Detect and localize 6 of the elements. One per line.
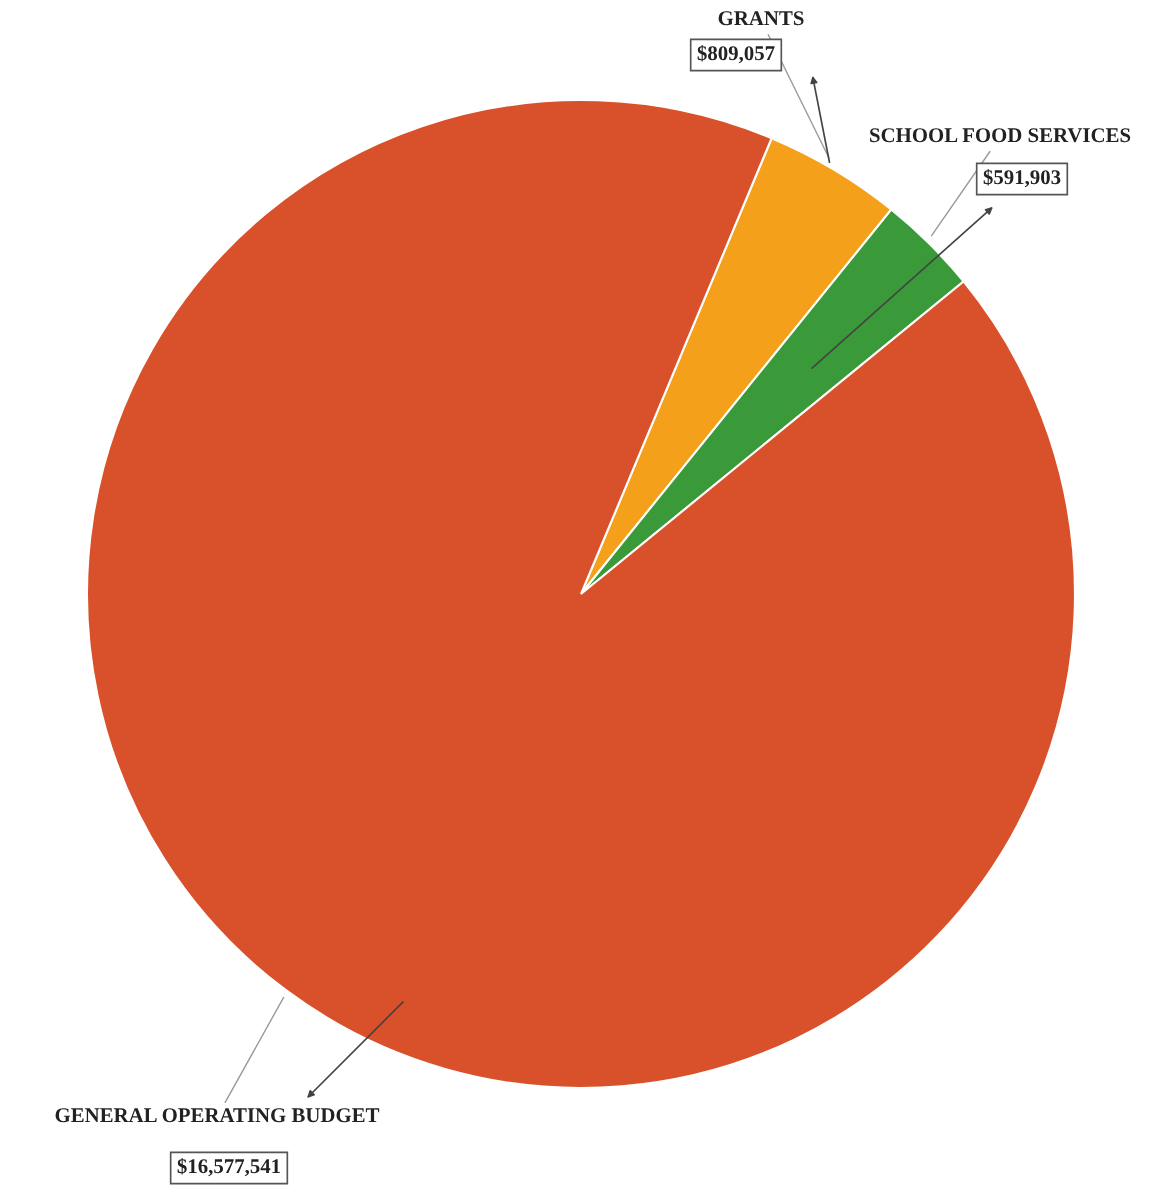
slice-label: SCHOOL FOOD SERVICES: [870, 128, 1131, 143]
data-label: $809,057: [697, 44, 775, 64]
data-label: $16,577,541: [177, 1157, 281, 1177]
data-label: $591,903: [983, 168, 1061, 188]
slice-label: GRANTS: [718, 11, 804, 26]
slice-label: GENERAL OPERATING BUDGET: [55, 1108, 380, 1123]
